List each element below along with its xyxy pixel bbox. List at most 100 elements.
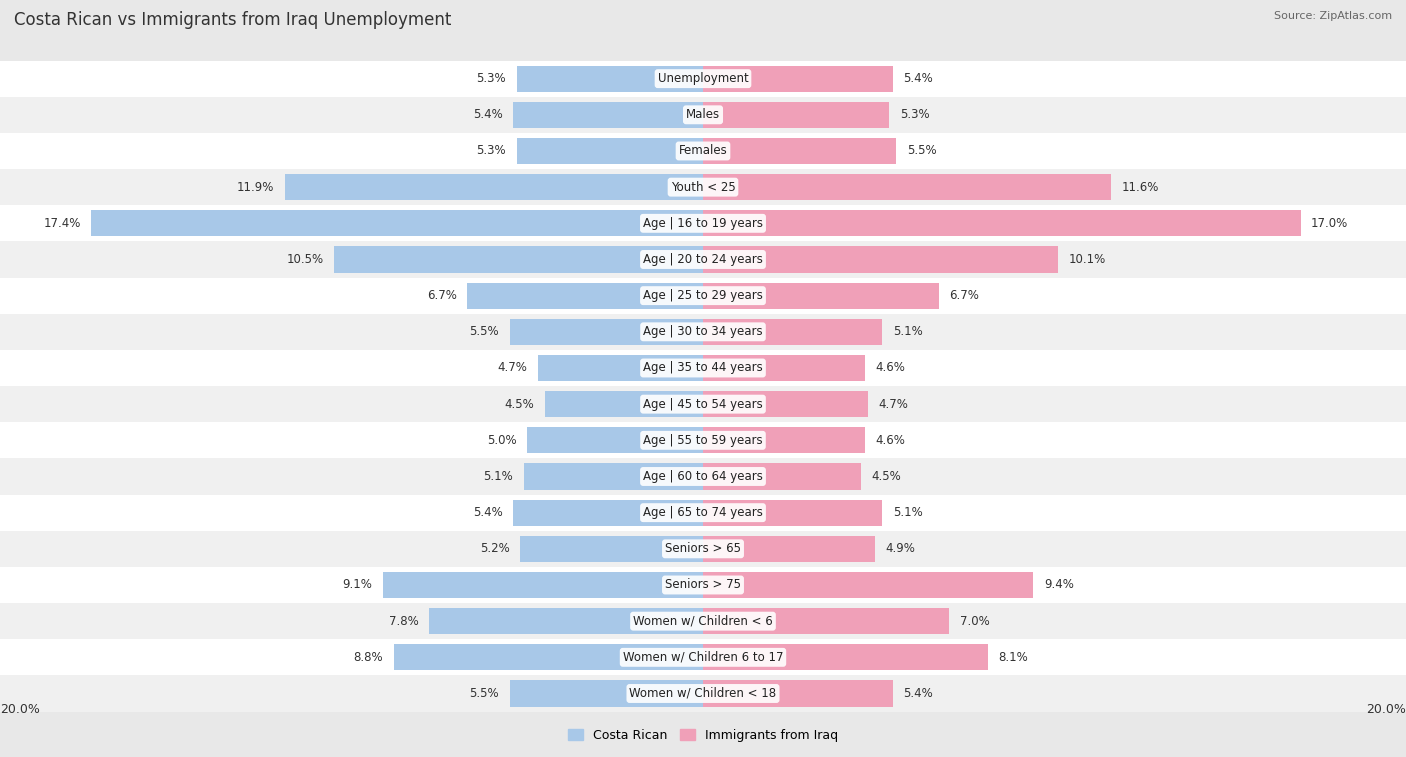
Bar: [703, 391, 869, 417]
Text: 5.1%: 5.1%: [893, 506, 922, 519]
Text: 9.4%: 9.4%: [1043, 578, 1074, 591]
Bar: [703, 282, 939, 309]
Text: 11.6%: 11.6%: [1122, 181, 1159, 194]
Text: 5.4%: 5.4%: [904, 687, 934, 700]
Text: Age | 16 to 19 years: Age | 16 to 19 years: [643, 217, 763, 230]
Bar: [703, 355, 865, 381]
Text: 9.1%: 9.1%: [343, 578, 373, 591]
Text: 4.5%: 4.5%: [872, 470, 901, 483]
Bar: [0, 278, 1406, 313]
Bar: [546, 391, 703, 417]
Text: 5.5%: 5.5%: [470, 326, 499, 338]
Text: 4.9%: 4.9%: [886, 542, 915, 556]
Text: 17.0%: 17.0%: [1312, 217, 1348, 230]
Bar: [703, 427, 865, 453]
Bar: [382, 572, 703, 598]
Bar: [0, 675, 1406, 712]
Bar: [285, 174, 703, 200]
Bar: [0, 241, 1406, 278]
Text: 10.1%: 10.1%: [1069, 253, 1105, 266]
Text: Youth < 25: Youth < 25: [671, 181, 735, 194]
Bar: [429, 608, 703, 634]
Bar: [703, 500, 883, 525]
Bar: [510, 681, 703, 706]
Legend: Costa Rican, Immigrants from Iraq: Costa Rican, Immigrants from Iraq: [562, 724, 844, 747]
Bar: [517, 138, 703, 164]
Text: 5.0%: 5.0%: [486, 434, 517, 447]
Bar: [703, 463, 860, 490]
Text: 5.1%: 5.1%: [893, 326, 922, 338]
Bar: [513, 101, 703, 128]
Bar: [335, 247, 703, 273]
Bar: [0, 639, 1406, 675]
Text: 5.5%: 5.5%: [907, 145, 936, 157]
Text: 4.5%: 4.5%: [505, 397, 534, 410]
Bar: [703, 66, 893, 92]
Text: Males: Males: [686, 108, 720, 121]
Text: 5.4%: 5.4%: [904, 72, 934, 85]
Text: 7.0%: 7.0%: [960, 615, 990, 628]
Text: 5.3%: 5.3%: [900, 108, 929, 121]
Text: 4.7%: 4.7%: [498, 362, 527, 375]
Bar: [0, 61, 1406, 97]
Text: 11.9%: 11.9%: [236, 181, 274, 194]
Bar: [537, 355, 703, 381]
Bar: [0, 422, 1406, 459]
Text: 5.3%: 5.3%: [477, 72, 506, 85]
Text: Age | 30 to 34 years: Age | 30 to 34 years: [643, 326, 763, 338]
Text: 4.6%: 4.6%: [875, 362, 905, 375]
Bar: [467, 282, 703, 309]
Bar: [0, 133, 1406, 169]
Text: Source: ZipAtlas.com: Source: ZipAtlas.com: [1274, 11, 1392, 21]
Bar: [0, 313, 1406, 350]
Bar: [703, 608, 949, 634]
Bar: [0, 386, 1406, 422]
Text: 5.2%: 5.2%: [479, 542, 510, 556]
Bar: [0, 603, 1406, 639]
Bar: [517, 66, 703, 92]
Bar: [0, 567, 1406, 603]
Text: Unemployment: Unemployment: [658, 72, 748, 85]
Bar: [527, 427, 703, 453]
Text: 10.5%: 10.5%: [287, 253, 323, 266]
Text: Age | 55 to 59 years: Age | 55 to 59 years: [643, 434, 763, 447]
Text: Age | 45 to 54 years: Age | 45 to 54 years: [643, 397, 763, 410]
Bar: [0, 531, 1406, 567]
Text: Females: Females: [679, 145, 727, 157]
Bar: [0, 350, 1406, 386]
Text: 5.1%: 5.1%: [484, 470, 513, 483]
Text: Age | 35 to 44 years: Age | 35 to 44 years: [643, 362, 763, 375]
Text: Women w/ Children < 6: Women w/ Children < 6: [633, 615, 773, 628]
Text: Age | 60 to 64 years: Age | 60 to 64 years: [643, 470, 763, 483]
Bar: [703, 319, 883, 345]
Text: 17.4%: 17.4%: [44, 217, 82, 230]
Text: 5.3%: 5.3%: [477, 145, 506, 157]
Bar: [0, 169, 1406, 205]
Bar: [520, 536, 703, 562]
Text: 7.8%: 7.8%: [388, 615, 419, 628]
Text: Age | 25 to 29 years: Age | 25 to 29 years: [643, 289, 763, 302]
Text: 5.4%: 5.4%: [472, 108, 503, 121]
Text: Age | 65 to 74 years: Age | 65 to 74 years: [643, 506, 763, 519]
Text: 20.0%: 20.0%: [1367, 703, 1406, 716]
Text: 5.4%: 5.4%: [472, 506, 503, 519]
Bar: [91, 210, 703, 236]
Bar: [0, 97, 1406, 133]
Text: Women w/ Children 6 to 17: Women w/ Children 6 to 17: [623, 651, 783, 664]
Text: 6.7%: 6.7%: [427, 289, 457, 302]
Text: 8.1%: 8.1%: [998, 651, 1028, 664]
Text: Costa Rican vs Immigrants from Iraq Unemployment: Costa Rican vs Immigrants from Iraq Unem…: [14, 11, 451, 30]
Bar: [513, 500, 703, 525]
Bar: [524, 463, 703, 490]
Bar: [703, 247, 1057, 273]
Text: Seniors > 65: Seniors > 65: [665, 542, 741, 556]
Bar: [394, 644, 703, 671]
Bar: [510, 319, 703, 345]
Text: Age | 20 to 24 years: Age | 20 to 24 years: [643, 253, 763, 266]
Text: 20.0%: 20.0%: [0, 703, 39, 716]
Text: Women w/ Children < 18: Women w/ Children < 18: [630, 687, 776, 700]
Bar: [703, 681, 893, 706]
Bar: [0, 459, 1406, 494]
Text: 4.6%: 4.6%: [875, 434, 905, 447]
Bar: [703, 536, 875, 562]
